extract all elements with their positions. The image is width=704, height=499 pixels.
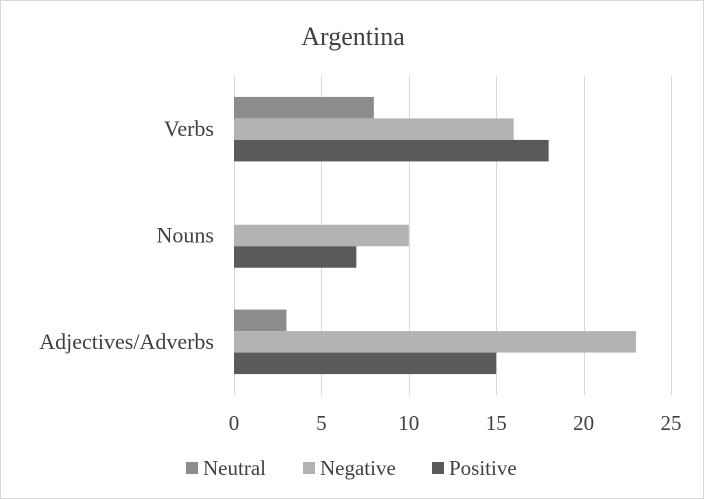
bar-negative-2 bbox=[234, 331, 637, 353]
bar-positive-2 bbox=[234, 352, 497, 375]
x-tick-label: 25 bbox=[661, 411, 682, 435]
category-label: Verbs bbox=[164, 116, 214, 141]
legend-label: Positive bbox=[449, 456, 517, 480]
category-label: Adjectives/Adverbs bbox=[39, 329, 214, 354]
legend-swatch bbox=[303, 462, 315, 474]
legend-label: Negative bbox=[320, 456, 396, 480]
legend-label: Neutral bbox=[203, 456, 266, 480]
bar-neutral-2 bbox=[234, 309, 287, 332]
bar-neutral-0 bbox=[234, 96, 374, 119]
x-tick-label: 15 bbox=[486, 411, 507, 435]
legend-item-negative: Negative bbox=[303, 456, 396, 480]
category-labels: Verbs Nouns Adjectives/Adverbs bbox=[39, 116, 214, 354]
legend: Neutral Negative Positive bbox=[186, 456, 517, 480]
bar-positive-1 bbox=[234, 246, 357, 268]
bar-negative-1 bbox=[234, 224, 409, 247]
x-tick-label: 10 bbox=[398, 411, 419, 435]
bar-negative-0 bbox=[234, 118, 514, 140]
x-tick-label: 20 bbox=[573, 411, 594, 435]
bar-positive-0 bbox=[234, 139, 549, 162]
legend-swatch bbox=[432, 462, 444, 474]
x-tick-labels: 0 5 10 15 20 25 bbox=[229, 411, 682, 435]
bars bbox=[234, 96, 637, 375]
legend-item-positive: Positive bbox=[432, 456, 517, 480]
legend-swatch bbox=[186, 462, 198, 474]
category-label: Nouns bbox=[157, 223, 214, 248]
legend-item-neutral: Neutral bbox=[186, 456, 266, 480]
x-tick-label: 5 bbox=[316, 411, 327, 435]
chart-title: Argentina bbox=[301, 22, 405, 51]
x-tick-label: 0 bbox=[229, 411, 240, 435]
